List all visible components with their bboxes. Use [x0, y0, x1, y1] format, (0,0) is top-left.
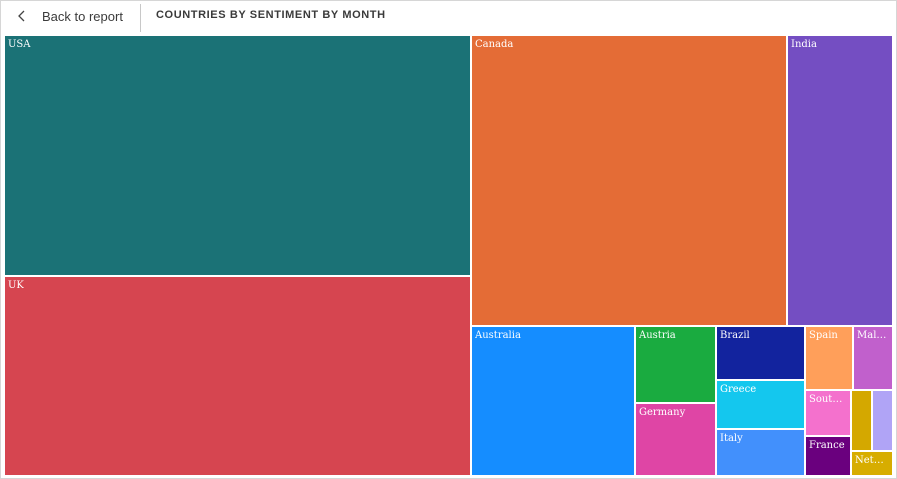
treemap-tile-germany[interactable]: Germany — [635, 403, 716, 476]
back-to-report-label: Back to report — [42, 8, 123, 24]
header-divider — [140, 4, 141, 32]
tile-label-brazil: Brazil — [720, 330, 750, 341]
tile-label-malaysia: Malaysia — [857, 330, 890, 341]
tile-label-canada: Canada — [475, 39, 514, 50]
tile-label-usa: USA — [8, 39, 31, 50]
chevron-left-icon — [14, 8, 30, 24]
back-to-report-button[interactable]: Back to report — [14, 4, 123, 28]
treemap-tile-usa[interactable]: USA — [4, 35, 471, 276]
treemap-tile-small-2[interactable] — [872, 390, 893, 451]
treemap-tile-canada[interactable]: Canada — [471, 35, 787, 326]
treemap-tile-france[interactable]: France — [805, 436, 851, 476]
tile-label-austria: Austria — [639, 330, 676, 341]
treemap-tile-italy[interactable]: Italy — [716, 429, 805, 476]
tile-label-spain: Spain — [809, 330, 838, 341]
treemap-tile-uk[interactable]: UK — [4, 276, 471, 476]
tile-label-uk: UK — [8, 280, 24, 291]
treemap-tile-india[interactable]: India — [787, 35, 893, 326]
treemap-tile-greece[interactable]: Greece — [716, 380, 805, 429]
tile-label-south-africa: South Africa — [809, 394, 848, 405]
treemap-tile-australia[interactable]: Australia — [471, 326, 635, 476]
treemap-tile-south-africa[interactable]: South Africa — [805, 390, 851, 436]
tile-label-italy: Italy — [720, 433, 743, 444]
treemap-tile-small-1[interactable] — [851, 390, 872, 451]
focus-header: Back to report COUNTRIES BY SENTIMENT BY… — [0, 0, 897, 34]
visual-title: COUNTRIES BY SENTIMENT BY MONTH — [156, 9, 386, 21]
tile-label-greece: Greece — [720, 384, 757, 395]
treemap-tile-malaysia[interactable]: Malaysia — [853, 326, 893, 390]
tile-label-australia: Australia — [475, 330, 521, 341]
treemap-tile-brazil[interactable]: Brazil — [716, 326, 805, 380]
tile-label-india: India — [791, 39, 817, 50]
treemap-tile-spain[interactable]: Spain — [805, 326, 853, 390]
tile-label-netherlands: Netherlands — [855, 455, 890, 466]
tile-label-germany: Germany — [639, 407, 686, 418]
tile-label-france: France — [809, 440, 845, 451]
treemap-tile-austria[interactable]: Austria — [635, 326, 716, 403]
treemap-tile-netherlands[interactable]: Netherlands — [851, 451, 893, 476]
